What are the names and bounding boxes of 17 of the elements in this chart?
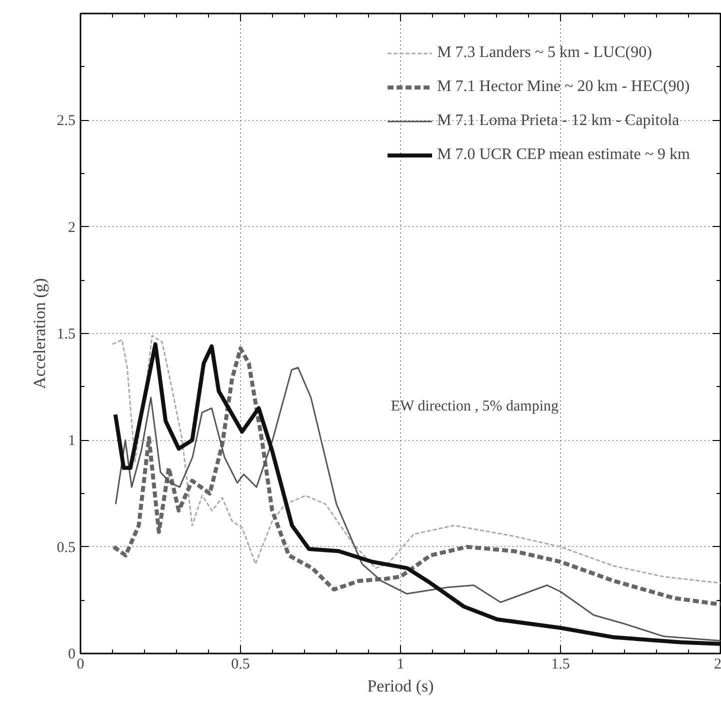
y-tick-label: 1 <box>68 433 76 450</box>
annotation: EW direction , 5% damping <box>390 398 559 415</box>
y-tick-label: 0.5 <box>56 540 76 556</box>
legend-label: M 7.1 Hector Mine ~ 20 km - HEC(90) <box>437 78 690 96</box>
x-axis-title: Period (s) <box>367 676 434 696</box>
y-tick-label: 1.5 <box>56 326 76 342</box>
x-tick-label: 1 <box>396 656 404 672</box>
legend-label: M 7.3 Landers ~ 5 km - LUC(90) <box>437 44 652 62</box>
y-tick-label: 2 <box>68 220 76 236</box>
x-tick-label: 2 <box>714 656 721 672</box>
y-tick-label: 0 <box>68 646 76 662</box>
legend-label: M 7.0 UCR CEP mean estimate ~ 9 km <box>437 146 690 164</box>
x-tick-label: 0.5 <box>231 656 250 672</box>
y-axis-title: Acceleration (g) <box>30 278 49 389</box>
x-tick-label: 1.5 <box>551 656 570 672</box>
legend-label: M 7.1 Loma Prieta - 12 km - Capitola <box>437 112 680 130</box>
y-tick-label: 2.5 <box>56 113 76 130</box>
